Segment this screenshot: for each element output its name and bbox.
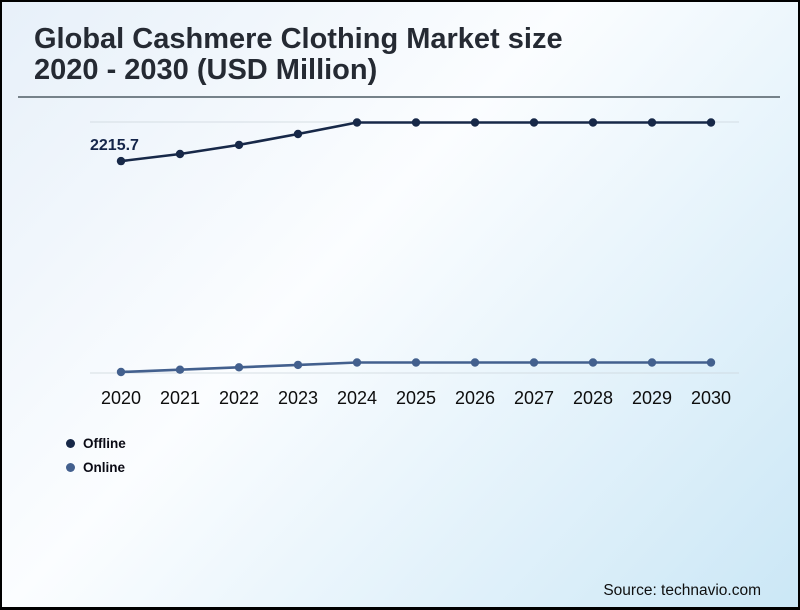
- point-offline-2024: [352, 118, 362, 127]
- point-offline-2021: [175, 149, 185, 159]
- x-axis-label-2025: 2025: [395, 388, 437, 408]
- x-axis: 2020 2021 2022 2023 2024 2025 2026 2027 2028 2029…: [2, 388, 798, 412]
- point-offline-2025: [411, 118, 421, 127]
- legend-dot-online: [66, 463, 75, 472]
- x-axis-label-2024: 2024: [336, 388, 378, 408]
- point-offline-2030: [706, 118, 716, 127]
- point-offline-2028: [588, 118, 598, 127]
- x-axis-label-2029: 2029: [631, 388, 673, 408]
- point-online-2021: [175, 365, 185, 374]
- x-axis-label-2021: 2021: [159, 388, 201, 408]
- x-axis-label-2026: 2026: [454, 388, 496, 408]
- chart-title: Global Cashmere Clothing Market size 202…: [34, 24, 754, 86]
- chart-title-line2: 2020 - 2030 (USD Million): [34, 54, 378, 86]
- legend-label-offline: Offline: [83, 436, 126, 451]
- point-offline-2027: [529, 118, 539, 127]
- point-online-2027: [529, 358, 539, 367]
- series-line-offline: [120, 121, 711, 163]
- data-label-offline-2020: 2215.7: [90, 137, 139, 154]
- legend: Offline Online: [66, 436, 126, 475]
- point-offline-2029: [647, 118, 657, 127]
- point-offline-2020: [116, 156, 126, 166]
- point-online-2026: [470, 358, 480, 367]
- chart-title-line1: Global Cashmere Clothing Market size: [34, 23, 563, 55]
- x-axis-label-2020: 2020: [100, 388, 142, 408]
- point-online-2029: [647, 358, 657, 367]
- point-offline-2026: [470, 118, 480, 127]
- x-axis-label-2030: 2030: [690, 388, 732, 408]
- point-offline-2023: [293, 129, 303, 139]
- x-axis-label-2027: 2027: [513, 388, 555, 408]
- point-online-2020: [116, 367, 126, 377]
- point-online-2022: [234, 363, 244, 372]
- x-axis-label-2028: 2028: [572, 388, 614, 408]
- source-attribution: Source: technavio.com: [603, 582, 761, 599]
- legend-dot-offline: [66, 439, 75, 448]
- legend-item-offline[interactable]: Offline: [66, 436, 126, 451]
- point-online-2030: [706, 358, 716, 367]
- legend-item-online[interactable]: Online: [66, 460, 126, 475]
- title-divider: [18, 96, 780, 98]
- point-offline-2022: [234, 140, 244, 150]
- point-online-2024: [352, 358, 362, 367]
- point-online-2028: [588, 358, 598, 367]
- x-axis-label-2022: 2022: [218, 388, 260, 408]
- legend-label-online: Online: [83, 460, 126, 475]
- x-axis-label-2023: 2023: [277, 388, 319, 408]
- point-online-2025: [411, 358, 421, 367]
- point-online-2023: [293, 360, 303, 370]
